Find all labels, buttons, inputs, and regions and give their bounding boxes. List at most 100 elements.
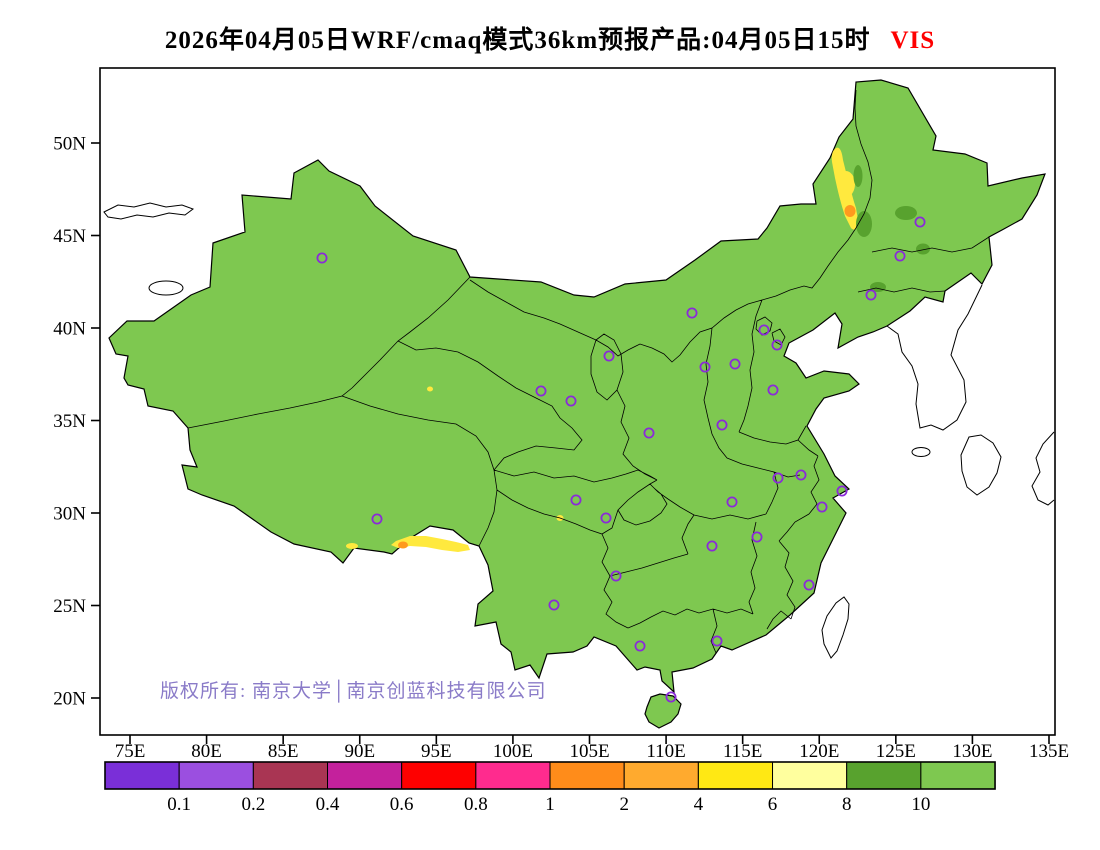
colorbar-segment xyxy=(549,761,625,790)
colorbar-segment xyxy=(401,761,477,790)
city-marker xyxy=(643,427,655,439)
visibility-patch xyxy=(346,543,358,549)
visibility-patch xyxy=(895,206,917,220)
city-marker xyxy=(565,395,577,407)
city-marker xyxy=(570,494,582,506)
city-marker xyxy=(699,361,711,373)
colorbar-segment xyxy=(697,761,774,790)
colorbar-tick-label: 0.2 xyxy=(241,794,265,815)
city-marker xyxy=(836,485,848,497)
province-borders xyxy=(187,89,990,654)
colorbar-segment xyxy=(327,761,403,790)
lon-label: 135E xyxy=(1029,741,1069,762)
lon-label: 80E xyxy=(191,741,222,762)
city-marker xyxy=(914,216,926,228)
lon-label: 110E xyxy=(646,741,685,762)
city-marker xyxy=(751,531,763,543)
lat-label: 45N xyxy=(53,226,86,247)
colorbar-tick-label: 10 xyxy=(911,794,930,815)
colorbar-frame xyxy=(104,761,996,790)
jeju-island xyxy=(911,447,931,457)
lon-label: 75E xyxy=(115,741,146,762)
visibility-patch xyxy=(391,536,470,552)
lat-label: 50N xyxy=(53,134,86,155)
colorbar-segment xyxy=(178,761,254,790)
title-main: 2026年04月05日WRF/cmaq模式36km预报产品:04月05日15时 xyxy=(164,27,871,54)
city-marker xyxy=(316,252,328,264)
lon-label: 105E xyxy=(569,741,609,762)
korea-peninsula xyxy=(886,284,983,431)
colorbar-tick-label: 4 xyxy=(694,794,704,815)
city-marker xyxy=(771,339,783,351)
colorbar: 0.1 0.2 0.4 0.6 0.8 1 2 4 6 8 10 xyxy=(104,761,996,815)
colorbar-tick-label: 6 xyxy=(768,794,778,815)
city-marker xyxy=(795,469,807,481)
city-marker xyxy=(634,640,646,652)
city-marker xyxy=(371,513,383,525)
city-marker xyxy=(716,419,728,431)
colorbar-segment xyxy=(772,761,848,790)
city-marker xyxy=(686,307,698,319)
lon-label: 125E xyxy=(876,741,916,762)
city-marker xyxy=(535,385,547,397)
city-marker xyxy=(665,691,677,703)
colorbar-segment xyxy=(252,761,329,790)
lon-label: 100E xyxy=(493,741,533,762)
city-marker xyxy=(772,472,784,484)
colorbar-tick-label: 0.6 xyxy=(390,794,414,815)
colorbar-segment xyxy=(846,761,922,790)
colorbar-tick-label: 0.8 xyxy=(464,794,488,815)
lat-label: 20N xyxy=(53,689,86,710)
city-marker xyxy=(706,540,718,552)
colorbar-tick-label: 2 xyxy=(619,794,629,815)
colorbar-tick-label: 0.4 xyxy=(316,794,340,815)
colorbar-tick-label: 1 xyxy=(545,794,555,815)
visibility-patch xyxy=(837,171,855,197)
visibility-patch xyxy=(398,541,408,549)
lon-label: 90E xyxy=(344,741,375,762)
page-title: 2026年04月05日WRF/cmaq模式36km预报产品:04月05日15时 V… xyxy=(0,20,1100,56)
city-marker xyxy=(767,384,779,396)
copyright: 版权所有: 南京大学│南京创蓝科技有限公司 xyxy=(160,679,547,703)
lon-label: 130E xyxy=(952,741,992,762)
lat-label: 25N xyxy=(53,596,86,617)
colorbar-segment xyxy=(475,761,551,790)
visibility-patch xyxy=(844,205,856,217)
honshu-edge xyxy=(1031,431,1055,506)
visibility-patch xyxy=(856,211,872,237)
kyushu-island xyxy=(960,434,1002,496)
lake-balkhash xyxy=(103,202,195,220)
city-marker xyxy=(548,599,560,611)
taiwan-island xyxy=(821,596,850,659)
hainan-island xyxy=(644,693,682,729)
lat-label: 35N xyxy=(53,411,86,432)
city-marker xyxy=(758,324,770,336)
lake-issyk-kul xyxy=(148,280,184,296)
city-markers xyxy=(316,216,926,703)
lon-label: 120E xyxy=(799,741,839,762)
visibility-patch xyxy=(853,165,863,187)
visibility-patch xyxy=(427,386,433,392)
visibility-patch xyxy=(916,243,930,255)
city-marker xyxy=(865,289,877,301)
city-marker xyxy=(803,579,815,591)
colorbar-tick-label: 8 xyxy=(842,794,852,815)
colorbar-tick-label: 0.1 xyxy=(167,794,191,815)
city-marker xyxy=(816,501,828,513)
city-marker xyxy=(603,350,615,362)
axis-labels: 50N 45N 40N 35N 30N 25N 20N 75E 80E 85E 90E 95E 100E… xyxy=(53,134,1069,763)
city-marker xyxy=(729,358,741,370)
colorbar-segment xyxy=(920,761,996,790)
neighbor-geography xyxy=(103,202,1055,506)
china-mainland xyxy=(108,79,1046,694)
city-marker xyxy=(600,512,612,524)
city-marker xyxy=(610,570,622,582)
city-marker xyxy=(726,496,738,508)
lon-label: 95E xyxy=(421,741,452,762)
city-marker xyxy=(894,250,906,262)
lon-label: 85E xyxy=(268,741,299,762)
lat-label: 30N xyxy=(53,504,86,525)
colorbar-segment xyxy=(104,761,180,790)
